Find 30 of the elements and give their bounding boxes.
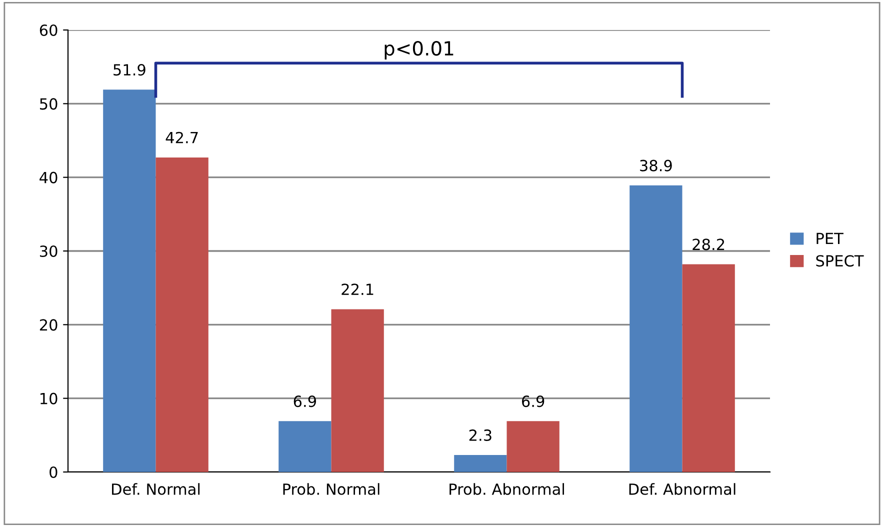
y-tick-label: 30 — [40, 245, 58, 258]
bar — [156, 157, 208, 472]
y-tick-label: 60 — [40, 24, 58, 36]
legend-label: SPECT — [816, 255, 864, 267]
y-tick-label: 0 — [50, 466, 58, 478]
data-label: 6.9 — [522, 396, 544, 408]
y-tick-label: 40 — [40, 172, 58, 184]
bar — [630, 185, 682, 472]
data-label: 6.9 — [294, 396, 316, 408]
x-tick-label: Def. Abnormal — [629, 483, 736, 495]
data-label: 28.2 — [692, 238, 724, 250]
x-tick-label: Def. Normal — [112, 483, 200, 495]
data-label: 42.7 — [166, 132, 198, 144]
data-label: 51.9 — [114, 64, 146, 76]
y-tick-label: 20 — [40, 319, 58, 331]
y-tick-label: 10 — [40, 392, 58, 404]
bar — [331, 309, 384, 472]
bar — [103, 90, 156, 472]
data-label: 38.9 — [640, 160, 672, 172]
data-label: 22.1 — [342, 284, 374, 295]
data-label: 2.3 — [469, 429, 492, 441]
legend-label: PET — [816, 232, 844, 244]
bar — [454, 455, 507, 472]
bar — [278, 421, 332, 472]
x-tick-label: Prob. Abnormal — [450, 483, 564, 495]
annotation: p<0.01 — [384, 40, 454, 60]
bar — [682, 264, 735, 472]
y-tick-label: 50 — [40, 98, 58, 110]
x-tick-label: Prob. Normal — [283, 483, 380, 495]
bar — [506, 421, 560, 472]
